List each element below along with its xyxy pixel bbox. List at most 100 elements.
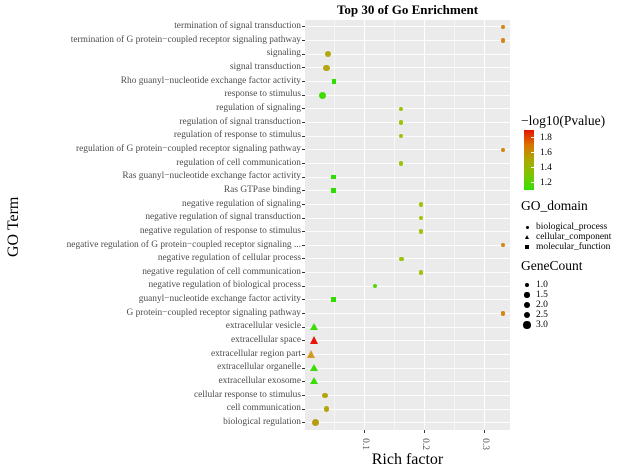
data-point-square — [331, 188, 337, 194]
gridline-minor — [334, 20, 336, 430]
gridline-horizontal — [305, 121, 510, 123]
data-point-circle — [500, 147, 505, 152]
gridline-horizontal — [305, 231, 510, 233]
genecount-item-label: 2.0 — [536, 300, 548, 310]
y-axis-tick-mark — [302, 394, 305, 396]
data-point-circle — [398, 120, 404, 125]
gridline-horizontal — [305, 258, 510, 260]
y-axis-tick-mark — [302, 81, 305, 82]
y-axis-label: extracellular vesicle — [225, 321, 301, 332]
data-point-circle — [500, 38, 505, 43]
pvalue-gradient-bar — [524, 130, 534, 190]
data-point-triangle — [307, 349, 316, 358]
y-axis-label: termination of G protein−coupled recepto… — [70, 34, 301, 45]
pvalue-tick-mark — [531, 182, 534, 183]
gridline-horizontal — [305, 313, 510, 315]
genecount-item-label: 1.0 — [536, 280, 548, 290]
y-axis-label: negative regulation of cell communicatio… — [142, 266, 301, 277]
y-axis-tick-mark — [302, 326, 305, 328]
y-axis-tick-mark — [302, 190, 305, 192]
data-point-square — [331, 79, 336, 84]
y-axis-label: Ras GTPase binding — [223, 184, 301, 195]
y-axis-tick-mark — [302, 285, 305, 287]
genecount-dot-symbol — [524, 282, 530, 288]
gridline-horizontal — [305, 299, 510, 301]
data-point-circle — [500, 24, 505, 30]
data-point-triangle — [309, 336, 318, 345]
gridline-horizontal — [305, 149, 510, 151]
y-axis-tick-mark — [302, 53, 305, 55]
y-axis-tick-mark — [302, 367, 305, 369]
gridline-horizontal — [305, 272, 510, 274]
y-axis-tick-mark — [302, 381, 305, 383]
y-axis-label: negative regulation of biological proces… — [148, 280, 301, 291]
domain-triangle-symbol — [524, 235, 529, 239]
pvalue-tick-label: 1.6 — [540, 147, 552, 158]
data-point-circle — [419, 229, 424, 234]
domain-square-symbol — [525, 245, 529, 249]
genecount-item-label: 1.5 — [536, 290, 548, 300]
y-axis-label: biological regulation — [223, 416, 301, 427]
y-axis-tick-mark — [302, 176, 305, 178]
gridline-horizontal — [305, 40, 510, 42]
y-axis-label: Ras guanyl−nucleotide exchange factor ac… — [122, 171, 301, 182]
gridline-horizontal — [305, 53, 510, 55]
gridline-horizontal — [305, 162, 510, 164]
y-axis-label: regulation of cell communication — [176, 157, 301, 168]
gridline-major — [484, 20, 486, 430]
data-point-triangle — [309, 322, 318, 330]
gridline-horizontal — [305, 26, 510, 28]
pvalue-tick-label: 1.8 — [540, 132, 552, 143]
gridline-horizontal — [305, 408, 510, 410]
gridline-major — [424, 20, 426, 430]
genecount-legend-title: GeneCount — [521, 258, 583, 273]
y-axis-label: negative regulation of signaling — [182, 198, 301, 209]
y-axis-label: Rho guanyl−nucleotide exchange factor ac… — [120, 75, 301, 86]
genecount-dot-symbol — [524, 302, 530, 308]
gridline-horizontal — [305, 176, 510, 178]
y-axis-tick-mark — [302, 203, 305, 205]
data-point-circle — [323, 64, 330, 72]
y-axis-tick-mark — [302, 231, 305, 233]
genecount-dot-symbol — [524, 292, 530, 298]
y-axis-label: regulation of G protein−coupled receptor… — [75, 143, 301, 154]
gridline-horizontal — [305, 94, 510, 96]
y-axis-tick-mark — [302, 67, 305, 69]
gridline-horizontal — [305, 244, 510, 246]
pvalue-tick-label: 1.2 — [540, 177, 552, 188]
genecount-item-label: 3.0 — [536, 320, 548, 330]
y-axis-tick-mark — [302, 422, 305, 424]
y-axis-tick-mark — [302, 108, 305, 110]
y-axis-tick-mark — [302, 121, 305, 123]
gridline-horizontal — [305, 67, 510, 69]
y-axis-label: cellular response to stimulus — [193, 389, 301, 400]
gridline-horizontal — [305, 217, 510, 219]
y-axis-tick-mark — [302, 258, 305, 260]
data-point-circle — [324, 50, 332, 58]
gridline-horizontal — [305, 190, 510, 192]
domain-item-label: cellular_component — [536, 232, 612, 242]
y-axis-label: negative regulation of response to stimu… — [139, 225, 301, 236]
y-axis-tick-mark — [302, 272, 305, 274]
y-axis-tick-mark — [302, 149, 305, 151]
data-point-circle — [398, 133, 404, 139]
legend: −log10(Pvalue) GO_domain GeneCount 1.8 1.… — [519, 0, 639, 471]
y-axis-tick-mark — [302, 26, 305, 28]
data-point-circle — [398, 161, 404, 166]
plot-panel — [305, 20, 510, 430]
data-point-circle — [500, 243, 505, 248]
pvalue-tick-mark — [531, 167, 534, 168]
domain-circle-symbol — [525, 225, 529, 229]
y-axis-label: extracellular exosome — [218, 376, 301, 386]
data-point-circle — [312, 419, 320, 427]
x-axis-tick-mark — [484, 430, 486, 433]
data-point-circle — [323, 406, 330, 412]
data-point-circle — [500, 311, 505, 316]
y-axis-label: signal transduction — [229, 62, 301, 73]
gridline-horizontal — [305, 394, 510, 396]
x-axis-tick-mark — [424, 430, 426, 433]
y-axis-label: guanyl−nucleotide exchange factor activi… — [138, 294, 301, 305]
y-axis-label: G protein−coupled receptor signaling pat… — [126, 307, 301, 318]
y-axis-label: extracellular region part — [210, 348, 301, 359]
